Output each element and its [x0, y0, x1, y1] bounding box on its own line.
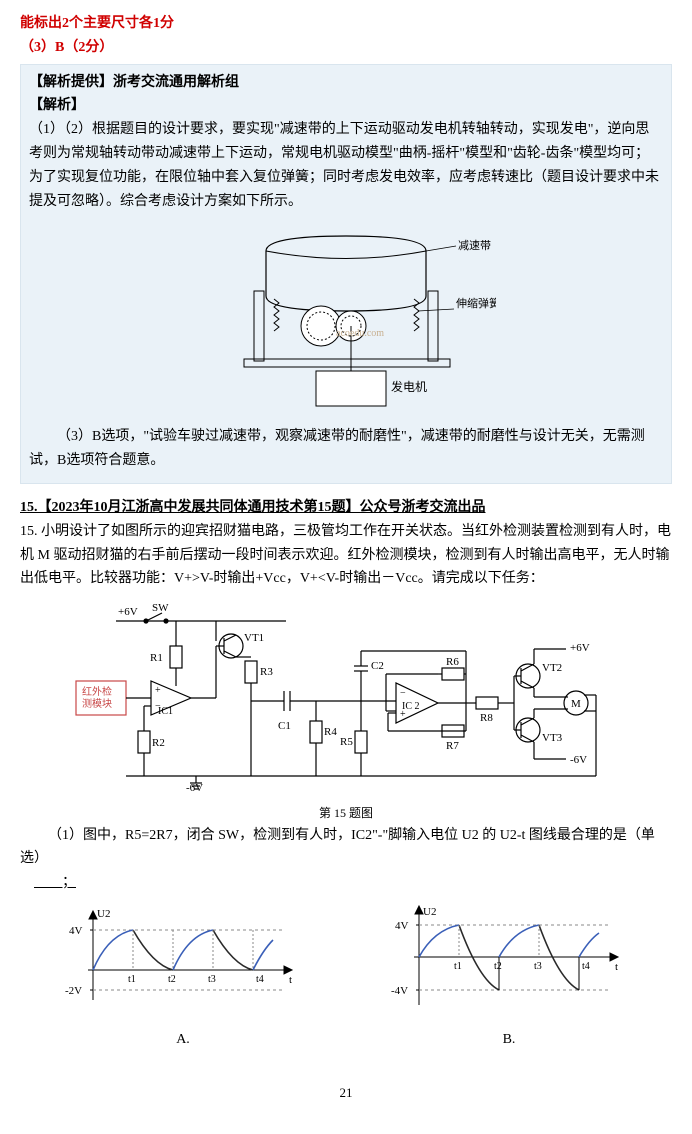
- svg-text:−: −: [400, 688, 406, 699]
- q15-sub1: （1）图中，R5=2R7，闭合 SW，检测到有人时，IC2"-"脚输入电位 U2…: [20, 824, 672, 872]
- svg-text:M: M: [571, 698, 581, 710]
- q15-title: 15.【2023年10月江浙高中发展共同体通用技术第15题】公众号浙考交流出品: [20, 496, 672, 520]
- svg-text:C2: C2: [371, 660, 384, 672]
- svg-text:R1: R1: [150, 652, 163, 664]
- page-number: 21: [20, 1082, 672, 1104]
- analysis-block: 【解析提供】浙考交流通用解析组 【解析】 （1）（2）根据题目的设计要求，要实现…: [20, 64, 672, 484]
- svg-text:U2: U2: [423, 906, 436, 918]
- svg-text:+: +: [155, 685, 161, 696]
- mechanical-diagram: 减速带 伸缩弹簧 发电机 acoedu.com: [196, 221, 496, 421]
- svg-text:t2: t2: [168, 974, 176, 985]
- blank-semicolon: ；: [62, 875, 76, 890]
- svg-text:VT2: VT2: [542, 662, 562, 674]
- circuit-diagram: +6V SW 红外检 测模块 R1 IC1 +: [66, 601, 626, 801]
- svg-text:t: t: [615, 961, 618, 973]
- analysis-p1: （1）（2）根据题目的设计要求，要实现"减速带的上下运动驱动发电机转轴转动，实现…: [29, 118, 663, 213]
- svg-text:t: t: [289, 974, 292, 986]
- svg-text:-6V: -6V: [570, 754, 587, 766]
- svg-text:R8: R8: [480, 712, 493, 724]
- svg-text:U2: U2: [97, 908, 110, 920]
- label-belt: 减速带: [458, 239, 491, 252]
- svg-text:t3: t3: [208, 974, 216, 985]
- analysis-source: 【解析提供】浙考交流通用解析组: [29, 71, 663, 95]
- analysis-label: 【解析】: [29, 94, 663, 118]
- svg-text:R2: R2: [152, 737, 165, 749]
- circuit-caption: 第 15 题图: [20, 803, 672, 823]
- svg-text:t3: t3: [534, 961, 542, 972]
- svg-text:R3: R3: [260, 666, 273, 678]
- svg-text:+6V: +6V: [570, 642, 590, 654]
- q15-stem: 15. 小明设计了如图所示的迎宾招财猫电路，三极管均工作在开关状态。当红外检测装…: [20, 520, 672, 591]
- svg-text:t1: t1: [128, 974, 136, 985]
- svg-text:−: −: [155, 701, 161, 712]
- svg-text:VT1: VT1: [244, 632, 264, 644]
- analysis-p3: （3）B选项，"试验车驶过减速带，观察减速带的耐磨性"，减速带的耐磨性与设计无关…: [29, 425, 663, 473]
- svg-text:-6V: -6V: [186, 782, 203, 794]
- svg-text:R7: R7: [446, 740, 459, 752]
- svg-text:C1: C1: [278, 720, 291, 732]
- svg-text:4V: 4V: [395, 920, 409, 932]
- svg-text:t4: t4: [256, 974, 264, 985]
- svg-text:-2V: -2V: [65, 985, 82, 997]
- option-a-label: A.: [63, 1028, 303, 1052]
- svg-text:+6V: +6V: [118, 606, 138, 618]
- svg-text:测模块: 测模块: [82, 697, 112, 710]
- svg-text:t2: t2: [494, 961, 502, 972]
- svg-text:R4: R4: [324, 726, 337, 738]
- svg-text:t4: t4: [582, 961, 590, 972]
- svg-text:VT3: VT3: [542, 732, 563, 744]
- watermark: acoedu.com: [336, 328, 384, 339]
- svg-text:R6: R6: [446, 656, 459, 668]
- label-generator: 发电机: [391, 379, 427, 394]
- svg-text:R5: R5: [340, 736, 353, 748]
- header-line2: （3）B（2分）: [20, 36, 672, 60]
- svg-text:SW: SW: [152, 602, 169, 614]
- svg-text:-4V: -4V: [391, 985, 408, 997]
- option-b-label: B.: [389, 1028, 629, 1052]
- label-spring: 伸缩弹簧: [456, 296, 496, 310]
- svg-text:红外检: 红外检: [82, 685, 112, 698]
- header-line1: 能标出2个主要尺寸各1分: [20, 12, 672, 36]
- svg-text:t1: t1: [454, 961, 462, 972]
- svg-text:+: +: [400, 709, 406, 720]
